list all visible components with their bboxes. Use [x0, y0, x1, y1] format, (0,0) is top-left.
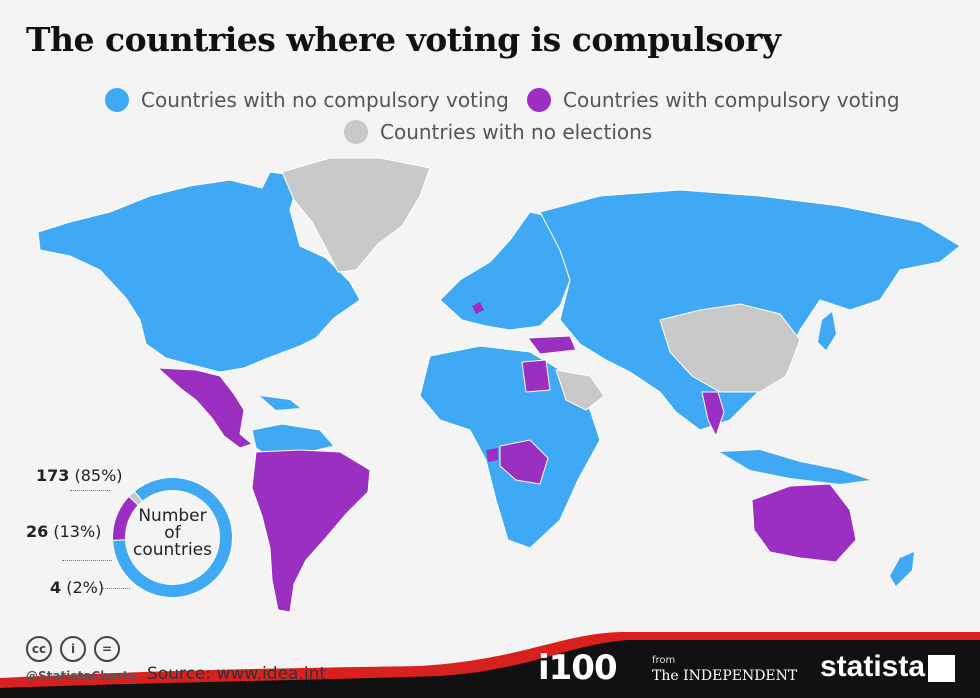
donut-chart: Number of countries	[105, 470, 240, 605]
donut-center-line-1: Number	[138, 506, 207, 526]
region-greenland	[281, 157, 431, 273]
donut-value-blue: 173 (85%)	[36, 466, 123, 485]
donut-center-line-2: of	[164, 523, 181, 543]
chart-title: The countries where voting is compulsory	[26, 20, 781, 59]
leader-line	[102, 588, 130, 589]
donut-center-label: Number of countries	[105, 508, 240, 559]
value-pct: (2%)	[66, 578, 105, 597]
donut-segment-no-elections	[128, 490, 144, 506]
region-china	[659, 303, 801, 393]
statista-logo: statista	[820, 650, 926, 683]
by-icon: i	[60, 636, 86, 662]
region-egypt	[521, 359, 551, 393]
cc-icon: cc	[26, 636, 52, 662]
region-belgium	[472, 302, 484, 314]
from-label: from	[652, 655, 676, 666]
region-thailand	[701, 391, 725, 438]
region-indonesia	[720, 450, 870, 484]
region-south-america	[251, 449, 371, 613]
i100-logo: i100	[538, 648, 618, 688]
legend-swatch-blue	[105, 88, 129, 112]
value-count: 26	[26, 522, 49, 541]
region-dr-congo	[499, 439, 549, 485]
statista-logo-icon	[928, 655, 955, 682]
world-map	[37, 157, 961, 613]
region-turkey	[527, 335, 577, 355]
nd-icon: =	[94, 636, 120, 662]
legend-item-compulsory: Countries with compulsory voting	[527, 88, 900, 112]
footer-band	[0, 632, 980, 698]
source-text: Source: www.idea.int	[147, 664, 327, 684]
legend-label: Countries with no elections	[380, 120, 653, 144]
legend-item-no-compulsory: Countries with no compulsory voting	[105, 88, 509, 112]
statista-handle: @StatistaCharts	[26, 669, 136, 683]
region-saudi-arabia	[555, 369, 605, 411]
legend-item-no-elections: Countries with no elections	[344, 120, 652, 144]
value-pct: (85%)	[74, 466, 123, 485]
region-gabon	[486, 448, 498, 462]
independent-logo: The INDEPENDENT	[652, 668, 798, 684]
value-pct: (13%)	[53, 522, 102, 541]
donut-value-grey: 4 (2%)	[50, 578, 104, 597]
legend-label: Countries with no compulsory voting	[141, 88, 509, 112]
donut-svg	[112, 477, 233, 598]
donut-value-purple: 26 (13%)	[26, 522, 101, 541]
legend-swatch-purple	[527, 88, 551, 112]
value-count: 173	[36, 466, 70, 485]
donut-center-line-3: countries	[133, 540, 212, 560]
leader-line	[70, 490, 110, 491]
region-mexico-central-america	[156, 367, 254, 449]
legend-label: Countries with compulsory voting	[563, 88, 900, 112]
region-north-america	[37, 171, 361, 373]
donut-segment-no-compulsory	[112, 477, 233, 598]
legend-swatch-grey	[344, 120, 368, 144]
region-new-zealand	[890, 552, 914, 586]
value-count: 4	[50, 578, 62, 597]
leader-line	[62, 560, 112, 561]
region-japan	[818, 312, 836, 350]
region-colombia-venezuela	[251, 423, 335, 459]
region-caribbean	[260, 396, 300, 410]
region-australia	[751, 483, 857, 563]
